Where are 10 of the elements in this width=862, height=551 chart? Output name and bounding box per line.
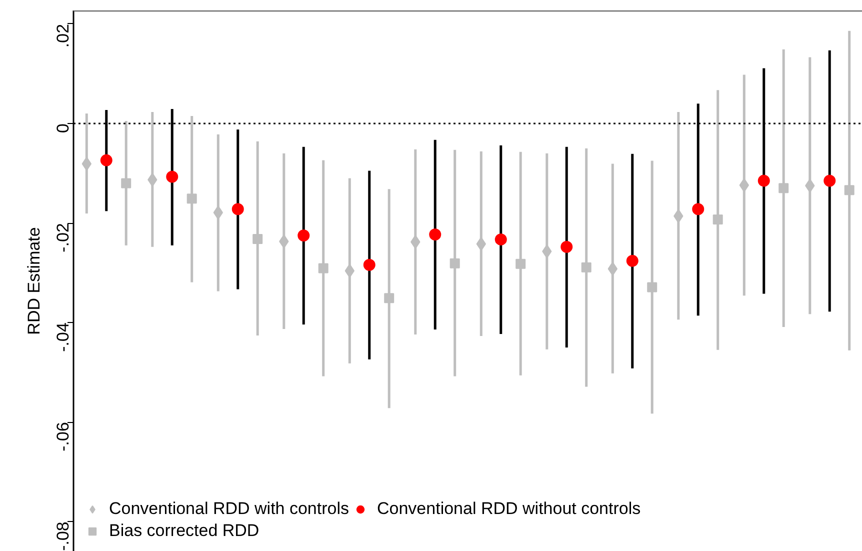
y-tick-label: 0 [54,123,72,133]
y-tick-label: -.04 [54,322,72,352]
y-tick-label: -.08 [54,522,72,551]
y-tick-label: -.06 [54,422,72,452]
legend-label: Conventional RDD without controls [377,499,641,519]
legend-label: Bias corrected RDD [109,521,260,541]
legend-label: Conventional RDD with controls [109,499,349,519]
y-tick-label: -.02 [54,223,72,252]
y-axis-title: RDD Estimate [24,227,44,335]
y-tick-label: .02 [54,24,72,48]
